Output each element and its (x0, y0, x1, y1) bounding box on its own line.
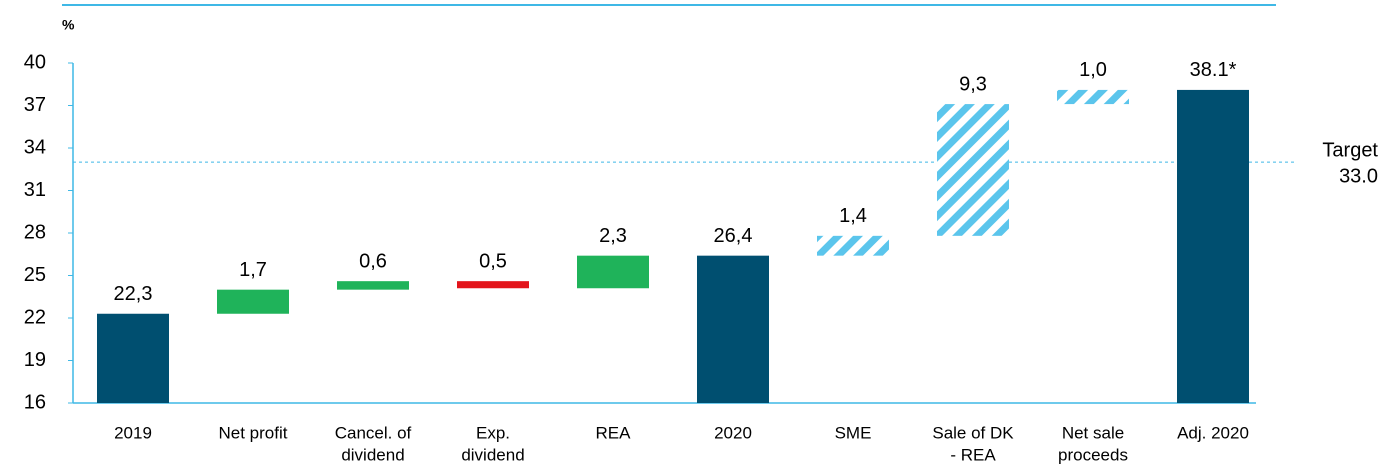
x-tick-label: Sale of DK (932, 423, 1014, 442)
bar (1057, 89, 1129, 105)
x-tick-label: 2020 (714, 423, 752, 442)
y-tick-label: 31 (24, 179, 46, 201)
value-label: 1,0 (1079, 59, 1107, 81)
value-label: 2,3 (599, 225, 627, 247)
x-tick-label: - REA (950, 445, 996, 464)
x-tick-label: Cancel. of (335, 423, 412, 442)
bar (577, 255, 649, 289)
x-tick-label: Exp. (476, 423, 510, 442)
value-label: 0,6 (359, 250, 387, 272)
bar (217, 289, 289, 314)
y-tick-label: 34 (24, 136, 46, 158)
y-tick-label: 25 (24, 264, 46, 286)
bar (817, 235, 889, 256)
value-label: 38.1* (1190, 59, 1237, 81)
bar (937, 104, 1009, 236)
x-tick-label: REA (596, 423, 632, 442)
unit-label: % (62, 17, 75, 33)
bar (97, 313, 169, 403)
y-tick-label: 19 (24, 349, 46, 371)
y-tick-label: 28 (24, 221, 46, 243)
y-tick-label: 40 (24, 51, 46, 73)
target-label: Target (1322, 139, 1378, 161)
x-tick-label: Net profit (219, 423, 288, 442)
x-tick-label: Adj. 2020 (1177, 423, 1249, 442)
bar (1177, 89, 1249, 404)
x-tick-label: dividend (461, 445, 524, 464)
y-tick-label: 16 (24, 391, 46, 413)
x-tick-label: dividend (341, 445, 404, 464)
value-label: 26,4 (714, 225, 753, 247)
value-label: 0,5 (479, 250, 507, 272)
bar (457, 281, 529, 289)
x-tick-label: SME (835, 423, 872, 442)
y-tick-label: 37 (24, 94, 46, 116)
bar (337, 281, 409, 290)
x-tick-label: 2019 (114, 423, 152, 442)
value-label: 22,3 (114, 283, 153, 305)
value-label: 1,7 (239, 259, 267, 281)
bar (697, 255, 769, 403)
target-value: 33.0 (1339, 165, 1378, 187)
x-tick-label: proceeds (1058, 445, 1128, 464)
value-label: 9,3 (959, 73, 987, 95)
y-tick-label: 22 (24, 306, 46, 328)
value-label: 1,4 (839, 205, 867, 227)
x-tick-label: Net sale (1062, 423, 1124, 442)
